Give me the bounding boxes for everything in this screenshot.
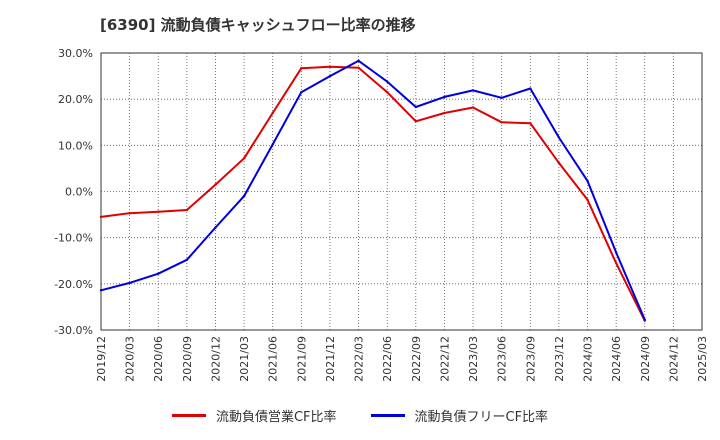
series-line-free-cf — [100, 59, 646, 321]
data-point-operating-cf — [614, 261, 618, 265]
y-tick-label: 20.0% — [58, 93, 93, 106]
data-point-free-cf — [242, 194, 246, 198]
plot-border — [100, 52, 703, 331]
x-tick-label: 2022/12 — [438, 336, 451, 382]
data-point-free-cf — [385, 80, 389, 83]
data-point-operating-cf — [185, 208, 189, 212]
x-tick-label: 2020/06 — [152, 336, 165, 382]
x-tick-label: 2021/06 — [267, 336, 280, 382]
x-tick-label: 2023/06 — [496, 336, 509, 382]
x-tick-label: 2023/03 — [467, 336, 480, 382]
data-point-free-cf — [99, 289, 103, 292]
data-point-free-cf — [328, 74, 332, 78]
x-tick-label: 2024/06 — [610, 336, 623, 382]
data-point-operating-cf — [414, 120, 418, 123]
x-tick-label: 2024/03 — [582, 336, 595, 382]
data-point-operating-cf — [271, 111, 274, 115]
data-point-free-cf — [500, 96, 503, 99]
x-tick-label: 2025/03 — [696, 336, 709, 382]
data-point-free-cf — [300, 91, 303, 94]
x-tick-label: 2021/03 — [238, 336, 251, 382]
x-tick-label: 2022/06 — [381, 336, 394, 382]
y-tick-label: 30.0% — [58, 47, 93, 60]
x-tick-label: 2021/09 — [295, 336, 308, 382]
x-tick-label: 2020/03 — [124, 336, 137, 382]
data-point-free-cf — [128, 281, 131, 285]
x-tick-label: 2020/12 — [209, 336, 222, 382]
data-point-free-cf — [586, 179, 589, 183]
data-point-operating-cf — [128, 211, 131, 215]
data-point-free-cf — [414, 105, 418, 109]
data-point-operating-cf — [328, 65, 332, 69]
data-point-free-cf — [157, 272, 160, 275]
data-point-operating-cf — [99, 215, 103, 219]
data-point-free-cf — [271, 143, 274, 146]
x-tick-label: 2022/09 — [410, 336, 423, 382]
data-point-operating-cf — [529, 121, 532, 125]
legend-label-free-cf: 流動負債フリーCF比率 — [414, 410, 549, 425]
data-point-operating-cf — [385, 91, 389, 94]
data-point-operating-cf — [242, 157, 246, 160]
data-point-free-cf — [443, 95, 446, 99]
data-point-operating-cf — [157, 210, 160, 214]
data-point-free-cf — [471, 89, 475, 92]
data-point-operating-cf — [357, 66, 360, 69]
y-tick-label: -30.0% — [54, 324, 93, 337]
y-tick-label: 0.0% — [65, 186, 93, 199]
series-line-operating-cf — [100, 65, 646, 322]
data-point-free-cf — [643, 318, 646, 322]
data-point-free-cf — [357, 59, 360, 63]
chart-legend: 流動負債営業CF比率 流動負債フリーCF比率 — [0, 406, 720, 425]
y-tick-label: -20.0% — [54, 278, 93, 291]
legend-swatch-free-cf — [370, 414, 405, 417]
y-tick-label: 10.0% — [58, 139, 93, 152]
x-tick-label: 2021/12 — [324, 336, 337, 382]
x-tick-label: 2023/12 — [553, 336, 566, 382]
data-point-free-cf — [529, 87, 532, 90]
legend-item-operating-cf: 流動負債営業CF比率 — [171, 406, 337, 425]
x-tick-label: 2024/12 — [667, 336, 680, 382]
data-point-operating-cf — [471, 106, 475, 109]
data-point-operating-cf — [586, 198, 589, 202]
x-tick-label: 2019/12 — [95, 336, 108, 382]
data-point-operating-cf — [300, 67, 303, 70]
legend-swatch-operating-cf — [171, 414, 206, 417]
x-tick-label: 2024/09 — [639, 336, 652, 382]
data-point-free-cf — [185, 258, 189, 262]
legend-label-operating-cf: 流動負債営業CF比率 — [215, 410, 337, 425]
data-point-operating-cf — [557, 161, 561, 165]
data-point-free-cf — [557, 136, 561, 139]
chart-title: [6390] 流動負債キャッシュフロー比率の推移 — [100, 16, 416, 34]
data-point-free-cf — [614, 251, 618, 254]
legend-item-free-cf: 流動負債フリーCF比率 — [370, 406, 549, 425]
data-point-operating-cf — [443, 111, 446, 115]
data-point-free-cf — [214, 226, 217, 229]
data-point-operating-cf — [214, 183, 217, 186]
data-point-operating-cf — [500, 121, 503, 124]
y-tick-label: -10.0% — [54, 232, 93, 245]
x-tick-label: 2020/09 — [181, 336, 194, 382]
x-tick-label: 2022/03 — [353, 336, 366, 382]
x-tick-label: 2023/09 — [524, 336, 537, 382]
